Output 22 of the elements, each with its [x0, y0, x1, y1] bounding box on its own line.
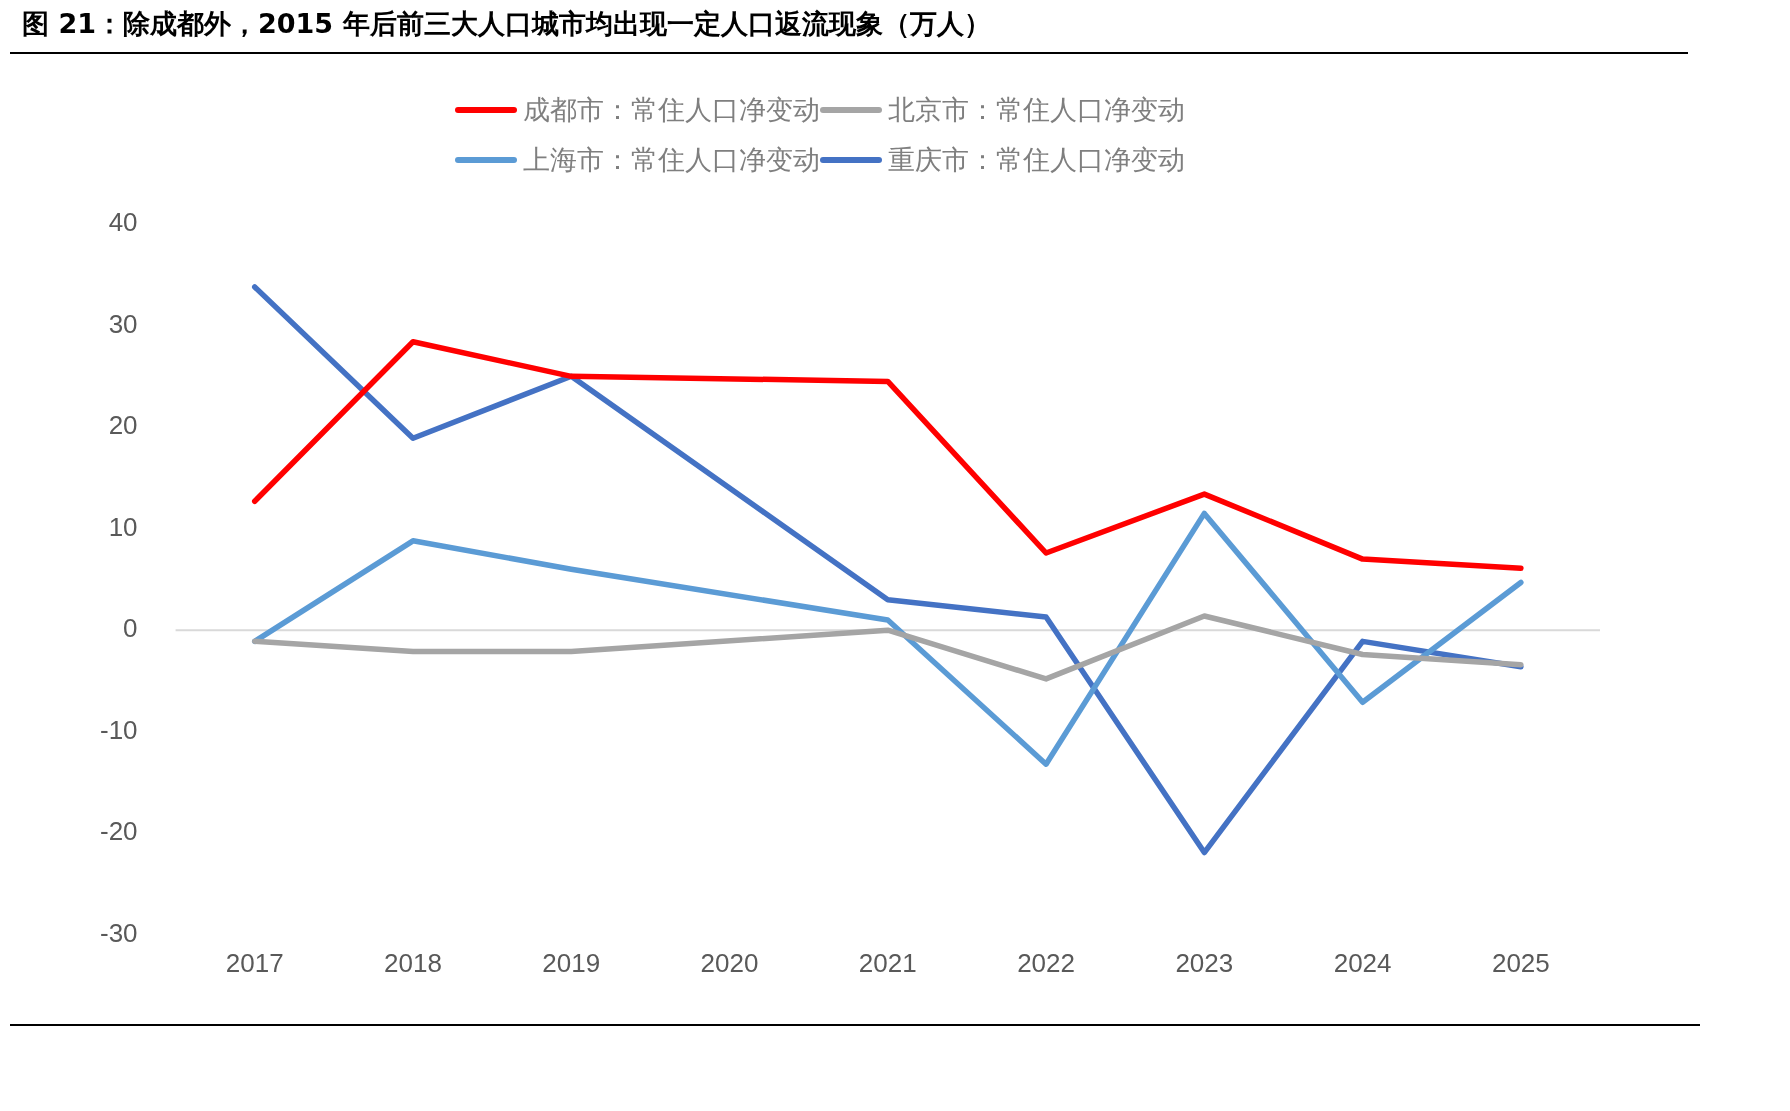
y-tick-label: 40	[108, 207, 138, 238]
legend-label: 上海市：常住人口净变动	[523, 143, 820, 177]
legend-label: 成都市：常住人口净变动	[523, 93, 820, 127]
y-tick-label: -20	[100, 816, 138, 847]
y-tick-label: -10	[100, 714, 138, 745]
chart-title: 图 21：除成都外，2015 年后前三大人口城市均出现一定人口返流现象（万人）	[10, 0, 1688, 54]
y-tick-label: 30	[108, 308, 138, 339]
x-tick-label: 2024	[1333, 947, 1392, 978]
y-tick-label: 10	[108, 511, 138, 542]
x-tick-label: 2018	[384, 947, 442, 978]
legend-label: 重庆市：常住人口净变动	[888, 143, 1185, 177]
x-tick-label: 2019	[542, 947, 601, 978]
x-tick-label: 2023	[1175, 947, 1234, 978]
x-tick-label: 2020	[700, 947, 759, 978]
y-tick-label: 20	[108, 410, 138, 441]
legend-label: 北京市：常住人口净变动	[888, 93, 1185, 127]
y-tick-label: 0	[123, 613, 138, 644]
x-tick-label: 2022	[1017, 947, 1075, 978]
x-tick-label: 2021	[858, 947, 917, 978]
x-tick-label: 2017	[225, 947, 284, 978]
x-tick-label: 2025	[1491, 947, 1550, 978]
y-tick-label: -30	[100, 917, 138, 948]
